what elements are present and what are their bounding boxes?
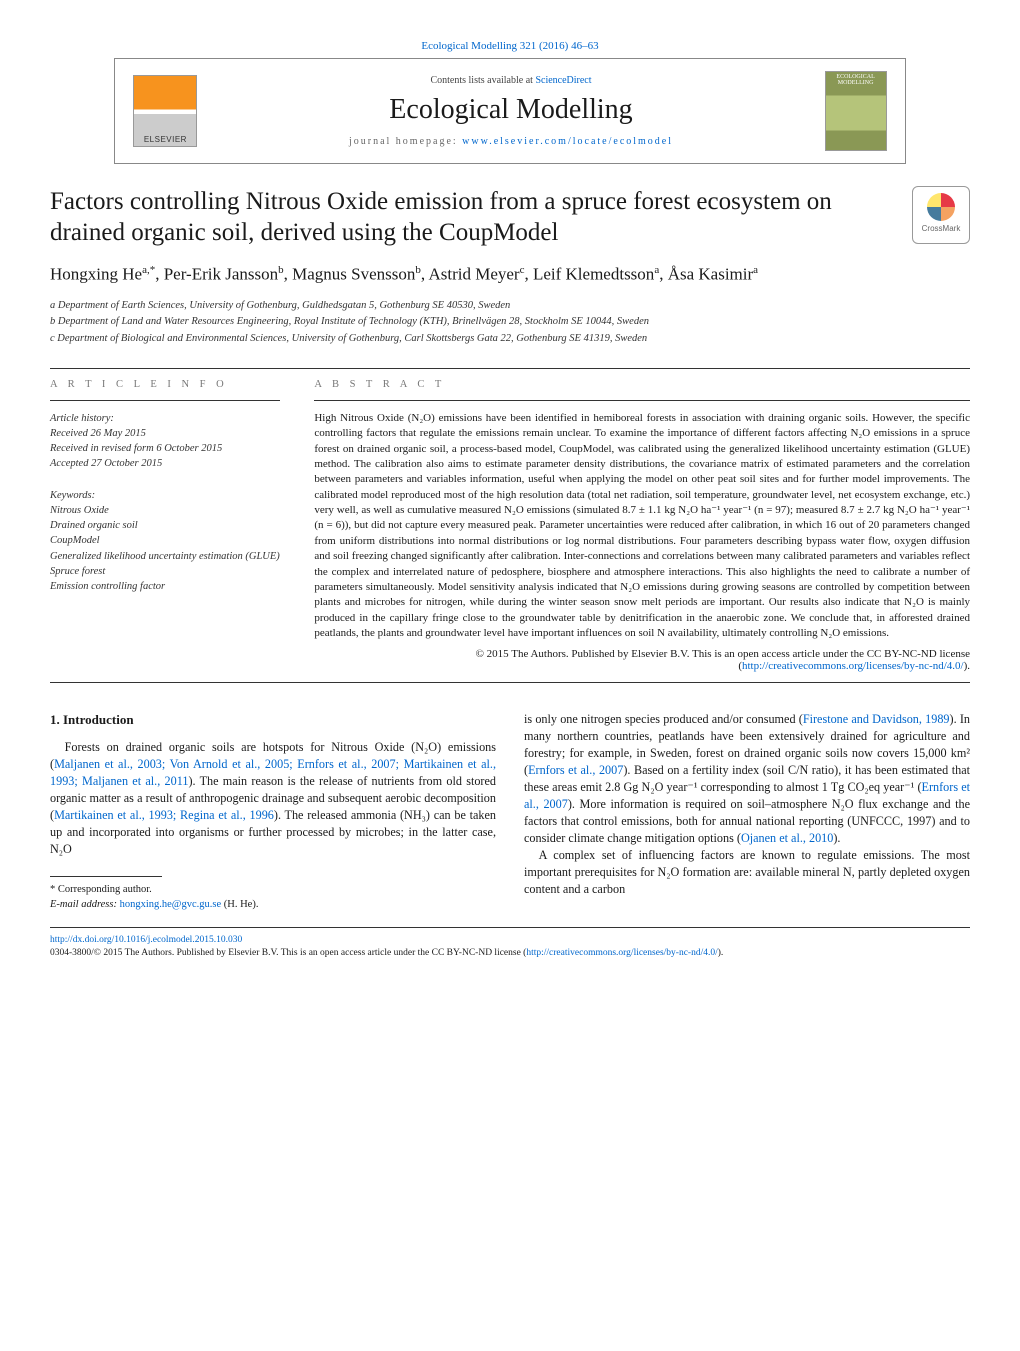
- homepage-link[interactable]: www.elsevier.com/locate/ecolmodel: [462, 136, 673, 147]
- p2-pre: is only one nitrogen species produced an…: [524, 712, 803, 726]
- intro-para-3: A complex set of influencing factors are…: [524, 847, 970, 898]
- affiliation-c: c Department of Biological and Environme…: [50, 331, 970, 346]
- intro-section: 1. Introduction Forests on drained organ…: [50, 711, 970, 913]
- rule-bottom: [50, 682, 970, 683]
- citation-link[interactable]: Ojanen et al., 2010: [741, 831, 833, 845]
- history-received: Received 26 May 2015: [50, 426, 280, 441]
- citation-link[interactable]: Firestone and Davidson, 1989: [803, 712, 950, 726]
- body-two-col: 1. Introduction Forests on drained organ…: [50, 711, 970, 913]
- article-title: Factors controlling Nitrous Oxide emissi…: [50, 186, 912, 249]
- citation-link[interactable]: Martikainen et al., 1993; Regina et al.,…: [54, 808, 274, 822]
- article-info-label: A R T I C L E I N F O: [50, 379, 280, 390]
- elsevier-logo: [133, 75, 197, 147]
- footer-license-link[interactable]: http://creativecommons.org/licenses/by-n…: [526, 948, 717, 958]
- keyword: Emission controlling factor: [50, 579, 280, 594]
- history-accepted: Accepted 27 October 2015: [50, 456, 280, 471]
- author-list: Hongxing Hea,*, Per-Erik Janssonb, Magnu…: [50, 263, 970, 287]
- affiliation-b: b Department of Land and Water Resources…: [50, 314, 970, 329]
- footnote-rule: [50, 876, 162, 877]
- crossmark-label: CrossMark: [922, 224, 961, 233]
- keyword: Spruce forest: [50, 564, 280, 579]
- history-head: Article history:: [50, 411, 280, 426]
- footnotes: * Corresponding author. E-mail address: …: [50, 883, 496, 912]
- keyword: Generalized likelihood uncertainty estim…: [50, 549, 280, 564]
- abstract-text: High Nitrous Oxide (N₂O) emissions have …: [314, 411, 970, 642]
- homepage-label: journal homepage:: [349, 136, 462, 147]
- intro-para-2: is only one nitrogen species produced an…: [524, 711, 970, 848]
- copyright-line: © 2015 The Authors. Published by Elsevie…: [314, 648, 970, 672]
- journal-title: Ecological Modelling: [197, 94, 824, 126]
- history-revised: Received in revised form 6 October 2015: [50, 441, 280, 456]
- corresponding-author: * Corresponding author.: [50, 883, 496, 898]
- availability-prefix: Contents lists available at: [430, 75, 535, 86]
- rule-top: [50, 368, 970, 369]
- running-citation: Ecological Modelling 321 (2016) 46–63: [50, 40, 970, 52]
- keywords-block: Keywords: Nitrous Oxide Drained organic …: [50, 488, 280, 595]
- page-footer: http://dx.doi.org/10.1016/j.ecolmodel.20…: [50, 927, 970, 960]
- contents-box: Contents lists available at ScienceDirec…: [114, 58, 905, 164]
- keyword: Drained organic soil: [50, 518, 280, 533]
- sciencedirect-link[interactable]: ScienceDirect: [535, 75, 591, 86]
- issn-copyright: 0304-3800/© 2015 The Authors. Published …: [50, 948, 526, 958]
- contents-center: Contents lists available at ScienceDirec…: [197, 75, 824, 147]
- keyword: CoupModel: [50, 533, 280, 548]
- article-history: Article history: Received 26 May 2015 Re…: [50, 411, 280, 472]
- intro-heading: 1. Introduction: [50, 711, 496, 729]
- email-suffix: (H. He).: [221, 899, 258, 910]
- title-row: Factors controlling Nitrous Oxide emissi…: [50, 186, 970, 249]
- intro-para-1: Forests on drained organic soils are hot…: [50, 739, 496, 859]
- journal-cover-thumb: ECOLOGICALMODELLING: [825, 71, 887, 151]
- abstract-label: A B S T R A C T: [314, 379, 970, 390]
- email-line: E-mail address: hongxing.he@gvc.gu.se (H…: [50, 898, 496, 913]
- email-label: E-mail address:: [50, 899, 120, 910]
- keywords-head: Keywords:: [50, 488, 280, 503]
- availability-line: Contents lists available at ScienceDirec…: [197, 75, 824, 86]
- crossmark-badge[interactable]: CrossMark: [912, 186, 970, 244]
- rule-abstract: [314, 400, 970, 401]
- info-abstract-row: A R T I C L E I N F O Article history: R…: [50, 379, 970, 672]
- footer-close: ).: [718, 948, 724, 958]
- crossmark-icon: [927, 193, 955, 221]
- citation-link[interactable]: Ernfors et al., 2007: [528, 763, 623, 777]
- p2-post: ).: [833, 831, 840, 845]
- doi-link[interactable]: http://dx.doi.org/10.1016/j.ecolmodel.20…: [50, 935, 242, 945]
- license-link[interactable]: http://creativecommons.org/licenses/by-n…: [742, 660, 964, 672]
- article-info-col: A R T I C L E I N F O Article history: R…: [50, 379, 280, 672]
- journal-homepage: journal homepage: www.elsevier.com/locat…: [197, 136, 824, 147]
- keyword: Nitrous Oxide: [50, 503, 280, 518]
- rule-info: [50, 400, 280, 401]
- page: Ecological Modelling 321 (2016) 46–63 Co…: [0, 0, 1020, 989]
- abstract-col: A B S T R A C T High Nitrous Oxide (N₂O)…: [314, 379, 970, 672]
- email-link[interactable]: hongxing.he@gvc.gu.se: [120, 899, 222, 910]
- affiliations: a Department of Earth Sciences, Universi…: [50, 298, 970, 346]
- affiliation-a: a Department of Earth Sciences, Universi…: [50, 298, 970, 313]
